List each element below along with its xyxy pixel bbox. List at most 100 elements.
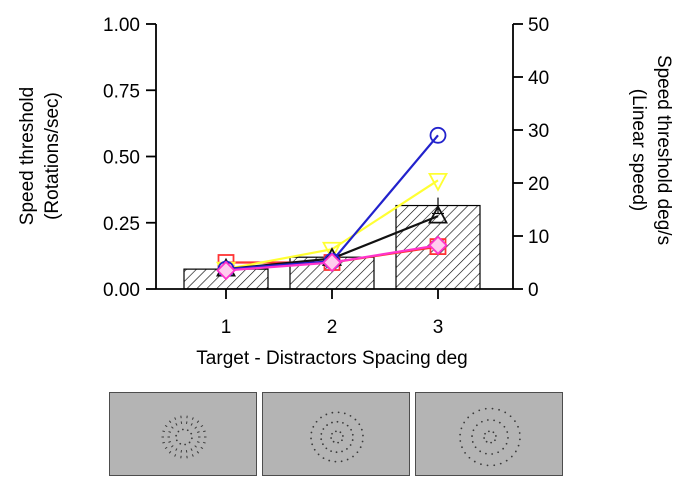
stimulus-dot: [483, 437, 485, 439]
stimulus-dot: [360, 446, 362, 448]
stimulus-dot: [316, 421, 318, 423]
stimulus-dot: [350, 444, 352, 446]
stimulus-dot: [323, 457, 325, 459]
stimulus-dot: [178, 431, 180, 433]
stimulus-dash: [169, 432, 171, 433]
stimulus-dash: [165, 447, 167, 448]
stimulus-dash: [162, 442, 164, 443]
stimulus-dash: [165, 425, 167, 426]
stimulus-dot: [357, 451, 359, 453]
stimulus-dot: [179, 443, 181, 445]
right-tick-label: 0: [528, 280, 539, 301]
stimulus-dot: [506, 460, 508, 462]
stimulus-dot: [335, 430, 337, 432]
left-tick-label: 0.75: [103, 81, 140, 102]
stimulus-dot: [510, 415, 512, 417]
stimulus-dot: [310, 438, 312, 440]
stimulus-panel-spacing-3: [415, 392, 563, 476]
stimulus-dot: [325, 414, 327, 416]
stimulus-dot: [494, 439, 496, 441]
stimulus-dot: [498, 409, 500, 411]
stimulus-dash: [197, 421, 199, 423]
stimulus-dot: [519, 432, 521, 434]
stimulus-dot: [184, 444, 186, 446]
stimulus-dot: [352, 456, 354, 458]
stimulus-dot: [519, 438, 521, 440]
stimulus-dot: [487, 419, 489, 421]
stimulus-dot: [318, 454, 320, 456]
stimulus-dot: [175, 435, 177, 437]
right-tick-label: 30: [528, 121, 549, 142]
stimulus-dot: [504, 426, 506, 428]
stimulus-dot: [497, 451, 499, 453]
stimulus-dot: [341, 451, 343, 453]
stimulus-dot: [473, 429, 475, 431]
stimulus-dash: [168, 442, 170, 443]
stimulus-panel-spacing-1: [109, 392, 257, 476]
stimulus-dash: [191, 423, 192, 425]
stimulus-dot: [488, 430, 490, 432]
stimulus-dot: [467, 417, 469, 419]
stimulus-dash: [201, 447, 203, 448]
stimulus-dot: [338, 411, 340, 413]
stimulus-dot: [362, 435, 364, 437]
left-axis-title-line2: (Rotations/sec): [42, 92, 63, 220]
stimulus-dot: [493, 464, 495, 466]
stimulus-dash: [162, 431, 164, 432]
x-tick-label: 1: [221, 317, 232, 338]
stimulus-dot: [515, 451, 517, 453]
stimulus-panel-spacing-2: [262, 392, 410, 476]
stimulus-dot: [492, 408, 494, 410]
stimulus-dot: [334, 461, 336, 463]
stimulus-dot: [493, 419, 495, 421]
right-axis-title-line1: Speed threshold deg/s: [653, 55, 674, 245]
stimulus-dot: [346, 448, 348, 450]
stimulus-dash: [201, 425, 203, 426]
stimulus-dash: [197, 432, 199, 433]
stimulus-dot: [463, 422, 465, 424]
stimulus-dot: [502, 448, 504, 450]
stimulus-dot: [507, 437, 509, 439]
stimulus-dot: [500, 463, 502, 465]
stimulus-dash: [192, 454, 193, 456]
right-axis-title-line2: (Linear speed): [628, 89, 649, 212]
stimulus-dot: [492, 431, 494, 433]
stimulus-dot: [361, 429, 363, 431]
stimulus-dot: [342, 435, 344, 437]
stimulus-dot: [355, 419, 357, 421]
stimulus-dash: [203, 431, 205, 432]
right-tick-label: 20: [528, 174, 549, 195]
stimulus-dot: [485, 408, 487, 410]
stimulus-dot: [517, 426, 519, 428]
stimulus-dot: [320, 433, 322, 435]
stimulus-dash: [192, 417, 193, 419]
stimulus-dot: [314, 449, 316, 451]
stimulus-dot: [480, 463, 482, 465]
stimulus-dot: [337, 442, 339, 444]
stimulus-dot: [331, 412, 333, 414]
right-tick-label: 50: [528, 15, 549, 36]
stimulus-dot: [484, 433, 486, 435]
stimulus-dash: [169, 421, 171, 423]
left-tick-label: 1.00: [103, 15, 140, 36]
stimulus-dot: [487, 465, 489, 467]
stimulus-dash: [195, 427, 197, 429]
stimulus-dash: [176, 423, 177, 425]
stimulus-dot: [490, 442, 492, 444]
stimulus-dot: [495, 435, 497, 437]
stimulus-dot: [352, 434, 354, 436]
stimulus-dot: [333, 441, 335, 443]
stimulus-dot: [328, 460, 330, 462]
series-point-triangle-down: [430, 174, 447, 190]
stimulus-dash: [169, 451, 171, 453]
left-tick-label: 0.25: [103, 214, 140, 235]
stimulus-dot: [481, 421, 483, 423]
stimulus-dot: [341, 460, 343, 462]
x-axis-title: Target - Distractors Spacing deg: [196, 348, 467, 369]
stimulus-dot: [325, 447, 327, 449]
stimulus-dot: [506, 431, 508, 433]
stimulus-dot: [182, 429, 184, 431]
stimulus-dash: [171, 427, 173, 429]
stimulus-dot: [311, 432, 313, 434]
